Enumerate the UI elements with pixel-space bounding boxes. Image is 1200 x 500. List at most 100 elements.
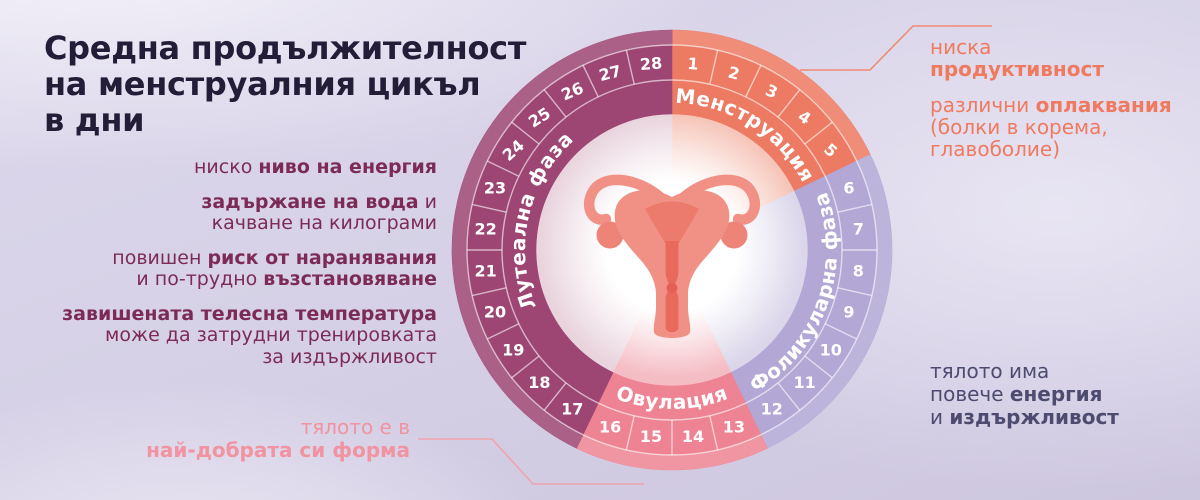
text-line: тялото е в [300, 415, 410, 439]
day-number: 7 [853, 220, 864, 239]
day-divider [471, 287, 507, 297]
day-divider [804, 121, 833, 145]
day-divider [486, 323, 520, 340]
uterus-illustration [583, 174, 761, 338]
day-number: 16 [599, 418, 621, 437]
day-number: 15 [640, 427, 662, 446]
ovulation-notes: тялото е в най-добрата си форма [130, 416, 410, 462]
day-number: 11 [793, 373, 815, 392]
text-line: задържане на вода и [201, 190, 437, 213]
arc-line [582, 434, 762, 456]
text-line: ниска [930, 35, 992, 59]
band-follicular [730, 154, 893, 449]
day-divider [709, 415, 719, 451]
grid-lines [466, 44, 878, 456]
day-divider [837, 203, 873, 213]
paragraph: повишен риск от наранявания и по-трудно в… [57, 246, 437, 291]
day-number: 28 [639, 53, 663, 74]
day-number: 17 [561, 399, 583, 418]
arc-line [671, 44, 858, 162]
day-number: 27 [597, 61, 623, 85]
arc-line [745, 175, 843, 404]
text-line: може да затрудни тренировката [105, 324, 437, 346]
fallopian-tube-left [583, 174, 666, 225]
day-number: 10 [820, 340, 842, 359]
ovary-left [596, 221, 624, 249]
day-divider [837, 287, 873, 297]
text-line: ниско ниво на енергия [194, 156, 437, 178]
page-title: Средна продължителност на менструалния ц… [44, 30, 526, 138]
text-line: главоболие) [930, 137, 1061, 161]
day-number: 21 [475, 262, 497, 281]
text-line: качване на килограми [211, 212, 437, 234]
day-number: 18 [528, 373, 550, 392]
uterine-cavity [645, 201, 699, 243]
paragraph: ниско ниво на енергия [57, 156, 437, 179]
paragraph: задържане на вода и качване на килограми [57, 190, 437, 235]
day-number: 20 [484, 303, 506, 322]
text-line: завишената телесна температура [62, 302, 437, 325]
text-line: тялото има [930, 359, 1050, 383]
day-divider [824, 323, 858, 340]
day-number: 9 [843, 303, 854, 322]
arc-line [671, 79, 826, 177]
title-line-1: Средна продължителност [44, 29, 527, 67]
paragraph: тялото има повече енергия и издържливост [930, 360, 1119, 429]
day-divider [804, 355, 833, 379]
day-number: 23 [484, 179, 506, 198]
paragraph: тялото е в най-добрата си форма [130, 416, 410, 462]
text-line: (болки в корема, [930, 115, 1108, 139]
arc-line [501, 79, 673, 404]
text-line: повече енергия [930, 382, 1103, 406]
follicular-phase-notes: тялото има повече енергия и издържливост [930, 360, 1119, 429]
title-line-3: в дни [44, 101, 145, 139]
leader-line-ovulation [418, 438, 644, 485]
day-divider [777, 382, 801, 411]
day-number: 14 [682, 427, 704, 446]
band-luteal [451, 29, 673, 449]
day-divider [511, 355, 540, 379]
day-number: 2 [726, 63, 741, 84]
text-line: и по-трудно възстановяване [136, 268, 437, 290]
text-line: и издържливост [930, 405, 1119, 429]
day-divider [486, 160, 520, 177]
day-number: 12 [761, 399, 783, 418]
ovary-right [720, 221, 748, 249]
band-rim-follicular [760, 154, 892, 449]
day-number: 19 [502, 340, 524, 359]
day-divider [543, 382, 567, 411]
band-rim-ovulation [576, 434, 768, 470]
day-number: 1 [687, 54, 700, 74]
day-divider [745, 64, 762, 98]
paragraph: различни оплаквания (болки в корема, главо… [930, 94, 1172, 160]
day-divider [625, 49, 635, 85]
text-line: най-добрата си форма [146, 438, 410, 462]
title-line-2: на менструалния цикъл [44, 65, 481, 103]
paragraph: ниска продуктивност [930, 36, 1172, 80]
day-number: 13 [723, 418, 745, 437]
cervix-knot [666, 283, 678, 293]
fallopian-tube-right [678, 174, 761, 225]
day-divider [511, 121, 540, 145]
leader-line-menstruation [800, 25, 992, 71]
text-line: за издържливост [262, 345, 437, 368]
day-divider [625, 415, 635, 451]
menstruation-notes: ниска продуктивност различни оплаквания (бо… [930, 36, 1172, 174]
text-line: продуктивност [930, 57, 1104, 81]
text-line: различни оплаквания [930, 93, 1172, 117]
day-divider [471, 203, 507, 213]
day-divider [709, 49, 719, 85]
day-divider [543, 89, 567, 118]
luteal-phase-notes: ниско ниво на енергия задържане на вода и… [57, 156, 437, 381]
paragraph: завишената телесна температура може да за… [57, 302, 437, 369]
phase-bands [451, 29, 893, 471]
day-divider [582, 64, 599, 98]
day-divider [777, 89, 801, 118]
day-number: 22 [475, 220, 497, 239]
day-number: 6 [843, 179, 854, 198]
day-number: 8 [853, 262, 864, 281]
text-line: повишен риск от наранявания [112, 246, 437, 269]
arc-line [597, 402, 747, 421]
